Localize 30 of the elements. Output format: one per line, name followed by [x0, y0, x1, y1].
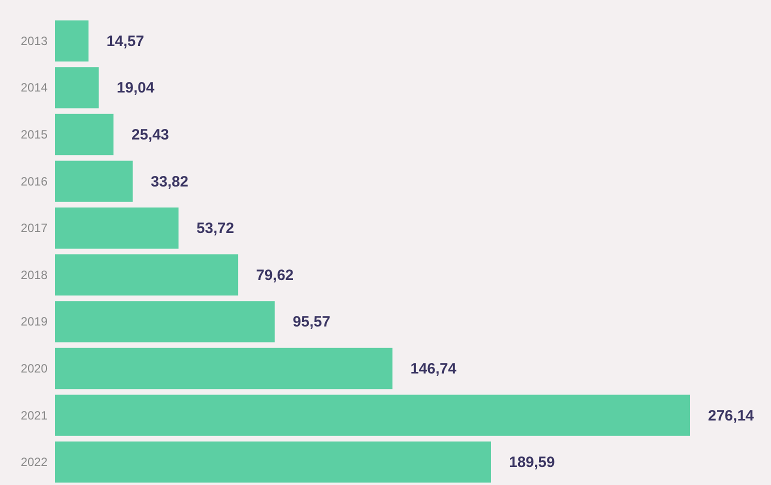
y-tick-label: 2014	[20, 80, 48, 95]
data-label: 276,14	[708, 407, 755, 424]
bar	[55, 441, 491, 483]
y-tick-label: 2016	[20, 174, 48, 188]
data-label: 53,72	[196, 220, 234, 238]
y-tick-label: 2021	[20, 408, 48, 422]
y-tick-label: 2020	[20, 361, 48, 376]
y-tick-label: 2015	[20, 128, 48, 142]
data-label: 25,43	[131, 126, 170, 144]
data-label: 95,57	[292, 314, 330, 331]
bar	[55, 254, 238, 296]
y-tick-label: 2022	[20, 455, 48, 470]
y-tick-label: 2019	[20, 314, 48, 329]
y-tick-label: 2013	[20, 34, 48, 48]
data-label: 146,74	[410, 360, 457, 378]
bar	[55, 348, 392, 390]
y-tick-label: 2017	[20, 221, 48, 236]
data-label: 19,04	[116, 80, 155, 97]
bar	[55, 394, 690, 436]
y-tick-label: 2018	[20, 268, 48, 282]
data-label: 33,82	[150, 173, 188, 190]
bar	[55, 20, 89, 62]
data-label: 79,62	[256, 266, 294, 284]
bar	[55, 114, 114, 156]
bar	[55, 160, 133, 202]
bar	[55, 67, 99, 108]
data-label: 189,59	[508, 454, 555, 472]
bar	[55, 208, 179, 249]
data-label: 14,57	[106, 32, 144, 50]
bar	[55, 301, 275, 342]
